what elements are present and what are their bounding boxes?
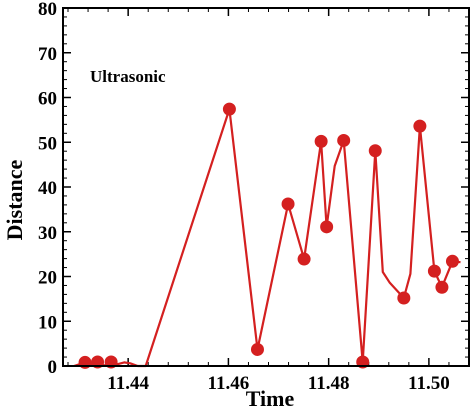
data-point bbox=[356, 355, 370, 369]
y-tick-label: 50 bbox=[38, 133, 57, 154]
y-tick-labels: 0 10 20 30 40 50 60 70 80 bbox=[38, 0, 57, 378]
y-tick-label: 20 bbox=[38, 268, 57, 289]
data-point bbox=[337, 133, 351, 147]
plot-frame bbox=[62, 7, 470, 367]
x-tick-label: 11.44 bbox=[107, 373, 149, 394]
data-point bbox=[281, 197, 295, 211]
x-axis-title: Time bbox=[246, 386, 295, 408]
x-tick-label: 11.50 bbox=[408, 373, 450, 394]
data-point bbox=[104, 355, 118, 369]
y-axis-title: Distance bbox=[2, 159, 27, 240]
y-tick-label: 10 bbox=[38, 312, 57, 333]
data-point bbox=[397, 291, 411, 305]
data-point bbox=[250, 342, 264, 356]
data-point bbox=[91, 355, 105, 369]
data-point bbox=[297, 252, 311, 266]
data-point bbox=[314, 134, 328, 148]
data-point bbox=[320, 220, 334, 234]
y-tick-label: 30 bbox=[38, 223, 57, 244]
chart-annotation: Ultrasonic bbox=[90, 67, 166, 86]
x-tick-label: 11.48 bbox=[308, 373, 350, 394]
series-line bbox=[73, 107, 461, 368]
data-point bbox=[368, 144, 382, 158]
y-tick-label: 80 bbox=[38, 0, 57, 20]
data-point bbox=[435, 280, 449, 294]
y-tick-label: 40 bbox=[38, 178, 57, 199]
data-point bbox=[413, 119, 427, 133]
x-tick-labels: 11.44 11.46 11.48 11.50 bbox=[107, 373, 449, 394]
data-point bbox=[222, 102, 236, 116]
x-tick-label: 11.46 bbox=[208, 373, 250, 394]
y-tick-label: 0 bbox=[48, 357, 58, 378]
y-tick-label: 70 bbox=[38, 44, 57, 65]
y-tick-label: 60 bbox=[38, 89, 57, 110]
data-point bbox=[427, 264, 441, 278]
series-ultrasonic bbox=[73, 102, 461, 369]
data-point bbox=[445, 254, 459, 268]
